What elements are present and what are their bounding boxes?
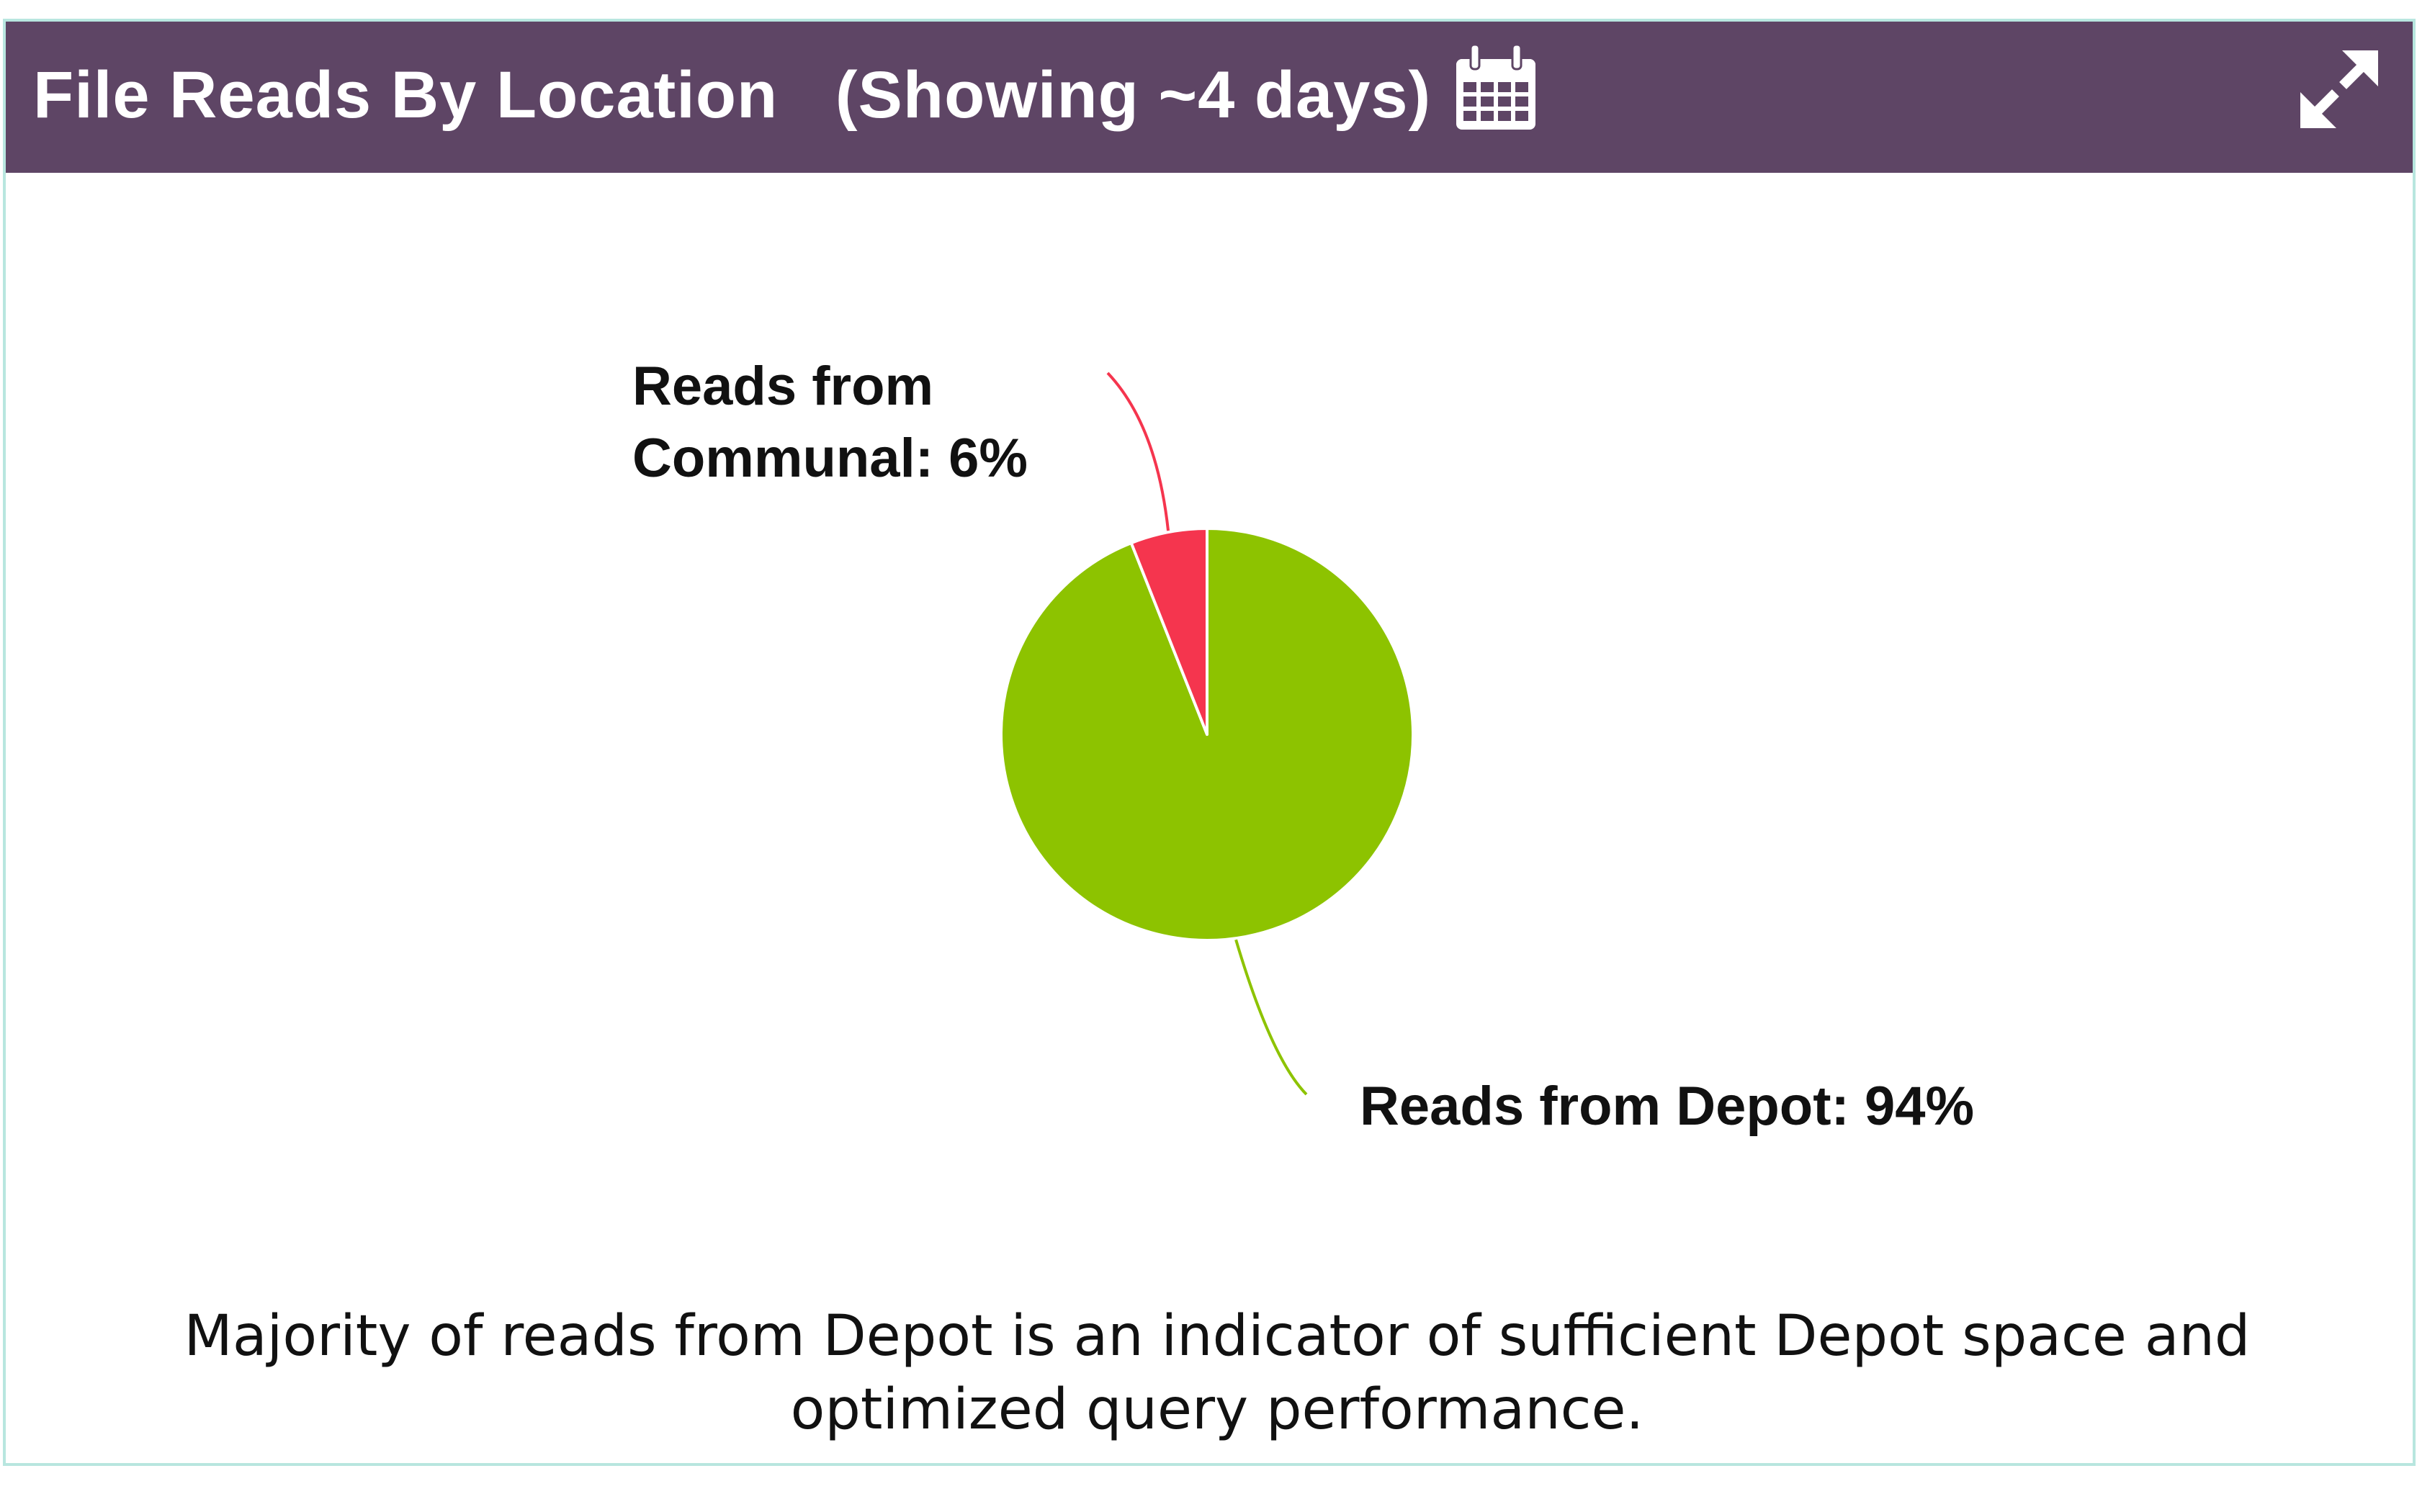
panel-header: File Reads By Location (Showing ~4 days) (6, 22, 2413, 173)
expand-arrows-icon[interactable] (2296, 46, 2382, 132)
panel-subtitle: (Showing ~4 days) (835, 58, 1432, 132)
data-label-reads-from-depot: Reads from Depot: 94% (1360, 1076, 1974, 1137)
connector-reads-from-depot (1234, 939, 1308, 1096)
data-label-reads-from-communal: Reads from Communal: 6% (632, 356, 1028, 489)
calendar-icon[interactable] (1452, 43, 1540, 132)
connector-reads-from-communal (1106, 372, 1170, 531)
panel-title-text: File Reads By Location (33, 58, 779, 132)
file-reads-panel: File Reads By Location (Showing ~4 days) (3, 19, 2416, 1466)
chart-caption: Majority of reads from Depot is an indic… (184, 1304, 2251, 1442)
pie-slice-reads-from-communal[interactable] (1129, 527, 1208, 736)
panel-title: File Reads By Location (Showing ~4 days) (33, 52, 1431, 138)
